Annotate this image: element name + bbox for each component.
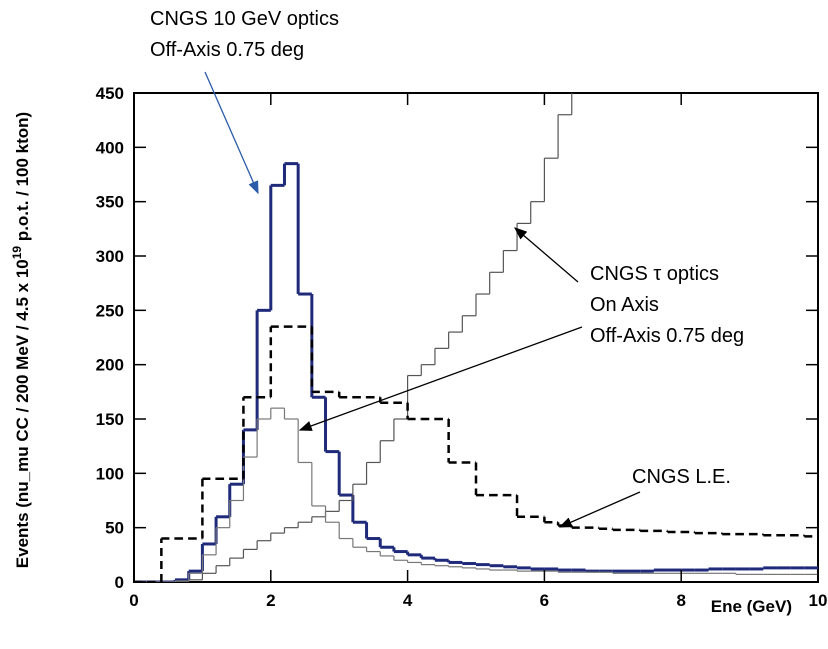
y-tick-label: 0 xyxy=(115,573,124,592)
y-label-part: p.o.t. / 100 kton) xyxy=(13,112,32,246)
y-tick-label: 50 xyxy=(105,519,124,538)
annotation: CNGS L.E. xyxy=(632,466,731,488)
y-tick-label: 350 xyxy=(96,193,124,212)
y-tick-label: 150 xyxy=(96,410,124,429)
x-tick-label: 6 xyxy=(540,591,549,610)
annotation: On Axis xyxy=(590,294,659,316)
arrow xyxy=(204,71,259,195)
y-axis-label: Events (nu_mu CC / 200 MeV / 4.5 x 1019 … xyxy=(10,112,32,568)
y-tick-label: 200 xyxy=(96,356,124,375)
arrow xyxy=(514,227,579,283)
plot-frame xyxy=(133,92,819,583)
x-tick-label: 4 xyxy=(403,591,413,610)
annotation: Off-Axis 0.75 deg xyxy=(150,39,304,61)
y-tick-label: 300 xyxy=(96,247,124,266)
arrow xyxy=(298,326,583,431)
y-tick-label: 450 xyxy=(96,84,124,103)
y-tick-label: 100 xyxy=(96,464,124,483)
y-label-sup: 19 xyxy=(10,246,24,260)
x-tick-label: 0 xyxy=(129,591,138,610)
arrow xyxy=(558,491,641,528)
annotation: CNGS τ optics xyxy=(590,263,719,285)
y-tick-label: 400 xyxy=(96,138,124,157)
annotation: CNGS 10 GeV optics xyxy=(150,8,339,30)
x-tick-label: 2 xyxy=(266,591,275,610)
annotation: Off-Axis 0.75 deg xyxy=(590,325,744,347)
x-tick-label: 10 xyxy=(809,591,828,610)
y-tick-label: 250 xyxy=(96,301,124,320)
x-axis-label: Ene (GeV) xyxy=(711,597,792,616)
y-label-part: Events (nu_mu CC / 200 MeV / 4.5 x 10 xyxy=(13,259,32,568)
x-tick-label: 8 xyxy=(676,591,685,610)
histograms xyxy=(134,93,818,582)
